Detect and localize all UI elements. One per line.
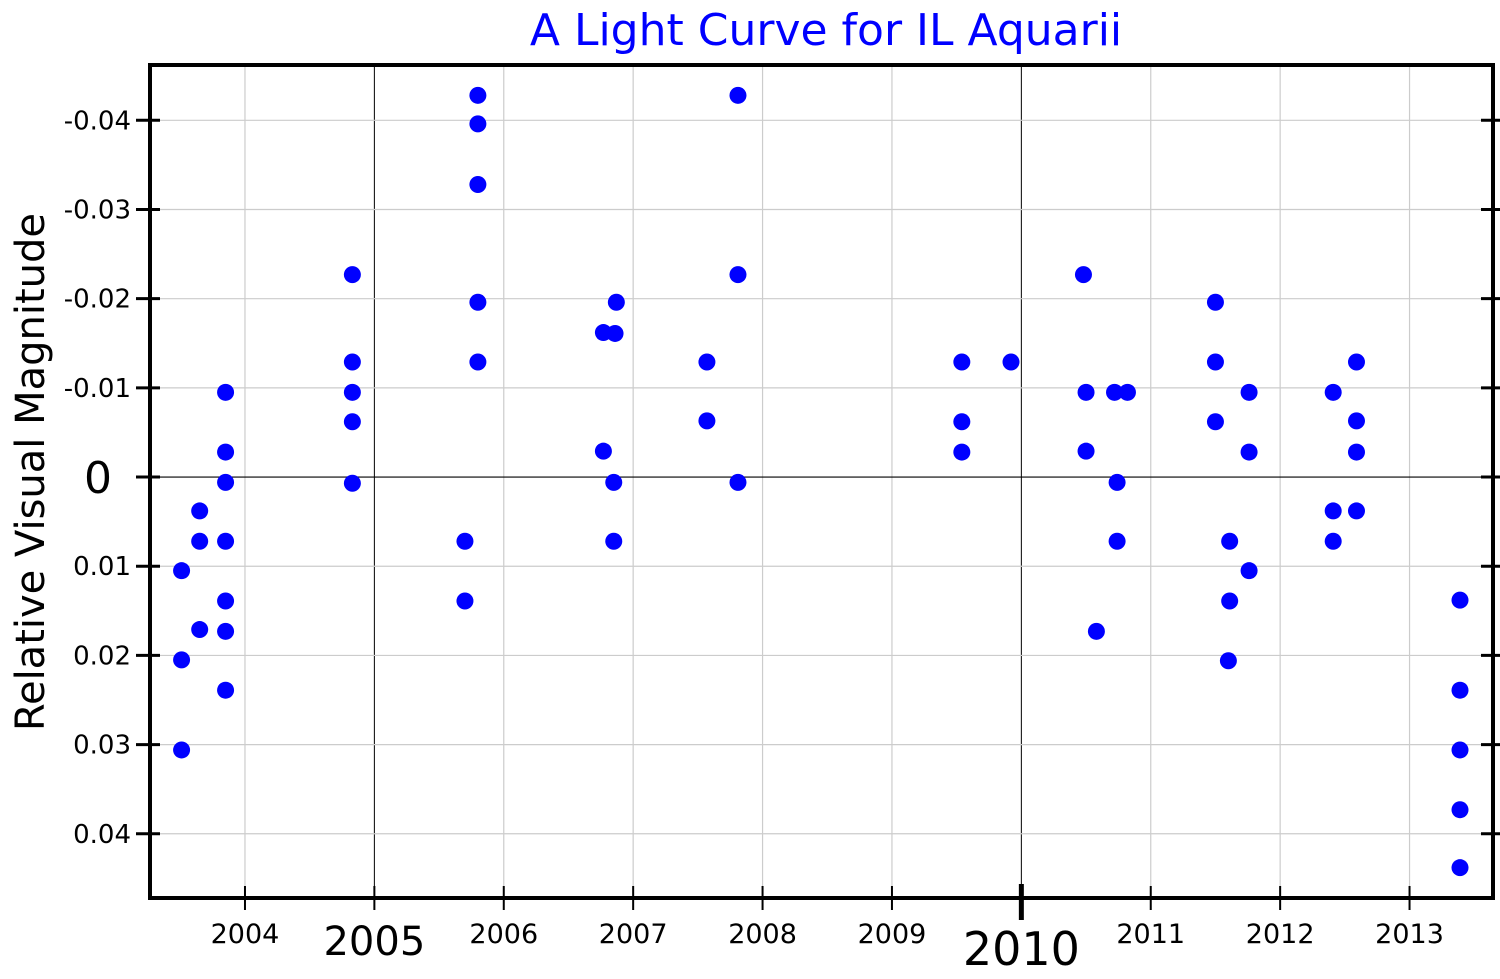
data-point [217,383,235,401]
data-point [469,353,487,371]
data-point [1118,383,1136,401]
data-point [217,443,235,461]
data-point [343,474,361,492]
data-point [605,473,623,491]
data-point [698,412,716,430]
data-point [1106,383,1124,401]
data-point [1206,293,1224,311]
data-point [1347,412,1365,430]
data-point [456,592,474,610]
data-point [343,413,361,431]
x-tick-label: 2011 [1116,919,1185,950]
data-point [191,532,209,550]
y-tick-label: -0.01 [64,374,131,404]
y-tick-label: 0.03 [73,731,131,761]
data-point [217,532,235,550]
data-point [1324,383,1342,401]
data-point [729,86,747,104]
data-point [173,651,191,669]
data-point [173,562,191,580]
data-point [1240,562,1258,580]
x-tick-label: 2012 [1246,919,1315,950]
data-point [217,681,235,699]
data-point [1347,502,1365,520]
data-point [1002,353,1020,371]
x-tick-label: 2010 [963,922,1080,975]
y-tick-label: -0.02 [64,285,131,315]
data-point [469,86,487,104]
data-point [729,266,747,284]
data-point [1077,383,1095,401]
data-point [343,266,361,284]
plot-frame [148,63,1495,900]
data-point [1077,442,1095,460]
x-tick-label: 2008 [728,919,797,950]
data-point [1451,591,1469,609]
data-point [953,413,971,431]
data-point [1324,532,1342,550]
data-point [1451,801,1469,819]
data-point [1451,681,1469,699]
y-axis-label: Relative Visual Magnitude [8,213,54,731]
data-point [1347,353,1365,371]
chart-title: A Light Curve for IL Aquarii [530,5,1122,56]
data-point [469,115,487,133]
y-tick-label: -0.04 [64,106,131,136]
x-tick-label: 2005 [323,919,425,965]
y-tick-label: 0.01 [73,552,131,582]
data-point [698,353,716,371]
data-point [469,176,487,194]
data-point [605,532,623,550]
data-point [1219,652,1237,670]
data-point [217,473,235,491]
data-point [173,741,191,759]
data-point [191,502,209,520]
data-point [217,592,235,610]
x-tick-label: 2009 [858,919,927,950]
x-tick-label: 2007 [599,919,668,950]
data-point [607,293,625,311]
data-point [1221,592,1239,610]
data-point [1074,266,1092,284]
data-point [456,532,474,550]
x-tick-label: 2006 [469,919,538,950]
data-point [1451,741,1469,759]
data-point [1108,532,1126,550]
y-tick-label: 0.02 [73,641,131,671]
data-point [1347,443,1365,461]
data-point [1206,413,1224,431]
data-point [1087,622,1105,640]
data-point [953,443,971,461]
grid [150,65,1493,898]
data-point [1206,353,1224,371]
data-point [217,622,235,640]
data-point [1240,383,1258,401]
data-point [606,324,624,342]
data-point [469,293,487,311]
x-tick-label: 2013 [1375,919,1444,950]
axis-ticks: 2004 2005 2006 2007 2008 2009 2010 2011 2012 2013… [64,106,1500,976]
data-point [1451,859,1469,877]
x-tick-label: 2004 [211,919,280,950]
y-tick-label: 0 [84,453,112,504]
data-points [173,86,1469,877]
data-point [1324,502,1342,520]
y-tick-label: 0.04 [73,820,131,850]
data-point [729,473,747,491]
data-point [594,442,612,460]
data-point [1240,443,1258,461]
data-point [191,621,209,639]
data-point [953,353,971,371]
y-tick-label: -0.03 [64,195,131,225]
data-point [1108,473,1126,491]
data-point [1221,532,1239,550]
data-point [343,383,361,401]
data-point [343,353,361,371]
